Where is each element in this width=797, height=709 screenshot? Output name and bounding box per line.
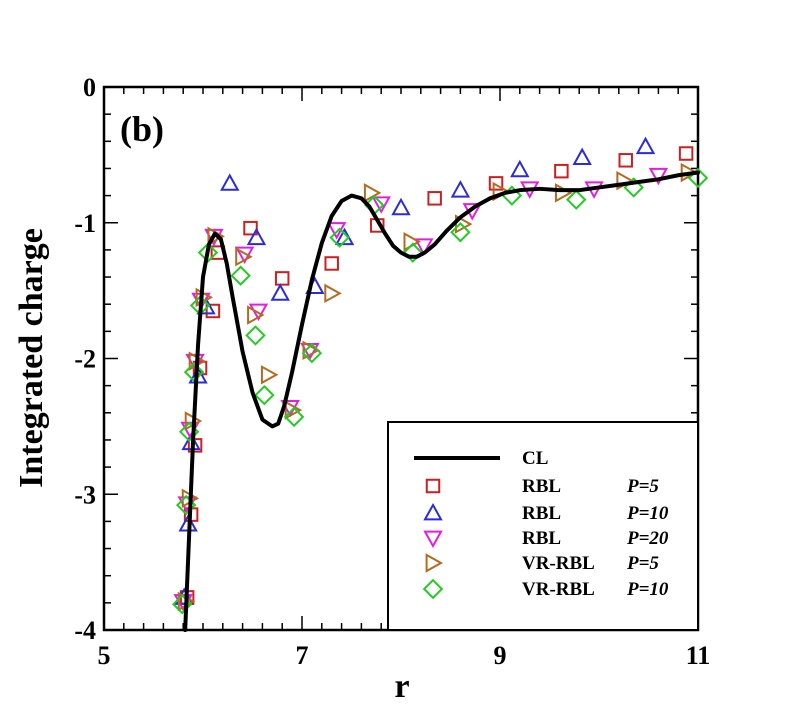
data-point-vr-rbl-p-5 xyxy=(284,400,303,420)
data-point-vr-rbl-p-10 xyxy=(566,189,587,210)
data-point-vr-rbl-p-10 xyxy=(183,361,205,383)
legend-marker-rbl-p-5 xyxy=(425,478,441,494)
y-tick-label: -3 xyxy=(74,480,96,509)
x-tick-label: 11 xyxy=(686,641,711,670)
x-tick-label: 5 xyxy=(98,641,111,670)
x-axis-title: r xyxy=(394,668,409,705)
data-point-rbl-p-5 xyxy=(205,303,221,319)
data-point-rbl-p-5 xyxy=(678,146,694,161)
data-point-vr-rbl-p-5 xyxy=(680,162,699,183)
data-point-rbl-p-10 xyxy=(220,173,240,191)
data-point-vr-rbl-p-10 xyxy=(254,384,275,406)
data-point-rbl-p-10 xyxy=(510,159,530,178)
data-point-rbl-p-20 xyxy=(414,238,434,256)
data-point-rbl-p-5 xyxy=(554,163,569,179)
data-point-vr-rbl-p-10 xyxy=(402,242,424,263)
legend-marker-vr-rbl-p-5 xyxy=(425,553,444,573)
data-point-rbl-p-10 xyxy=(270,283,290,301)
legend-param: P=10 xyxy=(626,503,669,524)
legend-label: VR-RBL xyxy=(522,579,595,600)
legend-param: P=5 xyxy=(626,476,659,497)
y-axis-title: Integrated charge xyxy=(13,228,50,488)
x-tick-label: 7 xyxy=(296,641,309,670)
series-line-cl xyxy=(183,170,700,632)
legend-label: RBL xyxy=(522,503,561,524)
data-point-rbl-p-10 xyxy=(246,227,267,246)
legend-label: CL xyxy=(522,448,548,469)
panel-label: (b) xyxy=(120,109,164,149)
data-point-rbl-p-5 xyxy=(488,176,504,191)
data-point-rbl-p-5 xyxy=(324,256,339,271)
legend-marker-rbl-p-20 xyxy=(423,530,443,549)
y-tick-label: -2 xyxy=(74,345,96,374)
legend-param: P=5 xyxy=(626,553,659,574)
data-point-vr-rbl-p-10 xyxy=(245,325,266,346)
series-rbl-p-5 xyxy=(179,146,694,605)
legend-param: P=10 xyxy=(626,579,669,600)
data-point-rbl-p-5 xyxy=(427,191,442,206)
data-point-vr-rbl-p-5 xyxy=(247,305,265,325)
legend-param: P=20 xyxy=(626,528,669,549)
tick-labels: 5 7 9 11 0 -1 -2 -3 -4 xyxy=(74,73,710,670)
data-point-vr-rbl-p-5 xyxy=(235,246,253,267)
x-tick-label: 9 xyxy=(494,641,507,670)
data-point-rbl-p-5 xyxy=(618,153,633,168)
data-point-rbl-p-10 xyxy=(391,197,411,216)
data-point-rbl-p-20 xyxy=(648,167,669,186)
data-point-rbl-p-5 xyxy=(274,271,290,286)
legend-label: RBL xyxy=(522,528,561,549)
legend-marker-vr-rbl-p-10 xyxy=(422,578,444,600)
data-point-rbl-p-20 xyxy=(248,303,269,322)
data-point-vr-rbl-p-10 xyxy=(197,242,219,263)
data-point-rbl-p-10 xyxy=(572,147,592,165)
legend-label: VR-RBL xyxy=(522,553,595,574)
data-point-vr-rbl-p-10 xyxy=(301,342,323,364)
data-point-vr-rbl-p-5 xyxy=(363,183,382,203)
data-point-vr-rbl-p-5 xyxy=(260,365,279,385)
y-tick-label: -1 xyxy=(74,209,96,238)
data-point-vr-rbl-p-5 xyxy=(324,283,342,304)
y-tick-label: 0 xyxy=(83,73,96,102)
plot-series xyxy=(171,136,709,632)
legend: CL RBL P=5 RBL P=10 RBL P=20 VR-RBL P=5 VR-RBL P=1… xyxy=(387,421,699,631)
data-point-rbl-p-20 xyxy=(371,196,391,214)
legend-marker-rbl-p-10 xyxy=(423,502,443,521)
data-point-vr-rbl-p-10 xyxy=(283,406,305,428)
data-point-rbl-p-10 xyxy=(635,136,656,155)
data-point-rbl-p-10 xyxy=(450,180,471,198)
data-point-vr-rbl-p-10 xyxy=(450,222,471,243)
y-tick-label: -4 xyxy=(74,616,96,645)
legend-label: RBL xyxy=(522,476,561,497)
data-point-vr-rbl-p-10 xyxy=(230,265,251,286)
data-point-vr-rbl-p-10 xyxy=(329,227,350,248)
